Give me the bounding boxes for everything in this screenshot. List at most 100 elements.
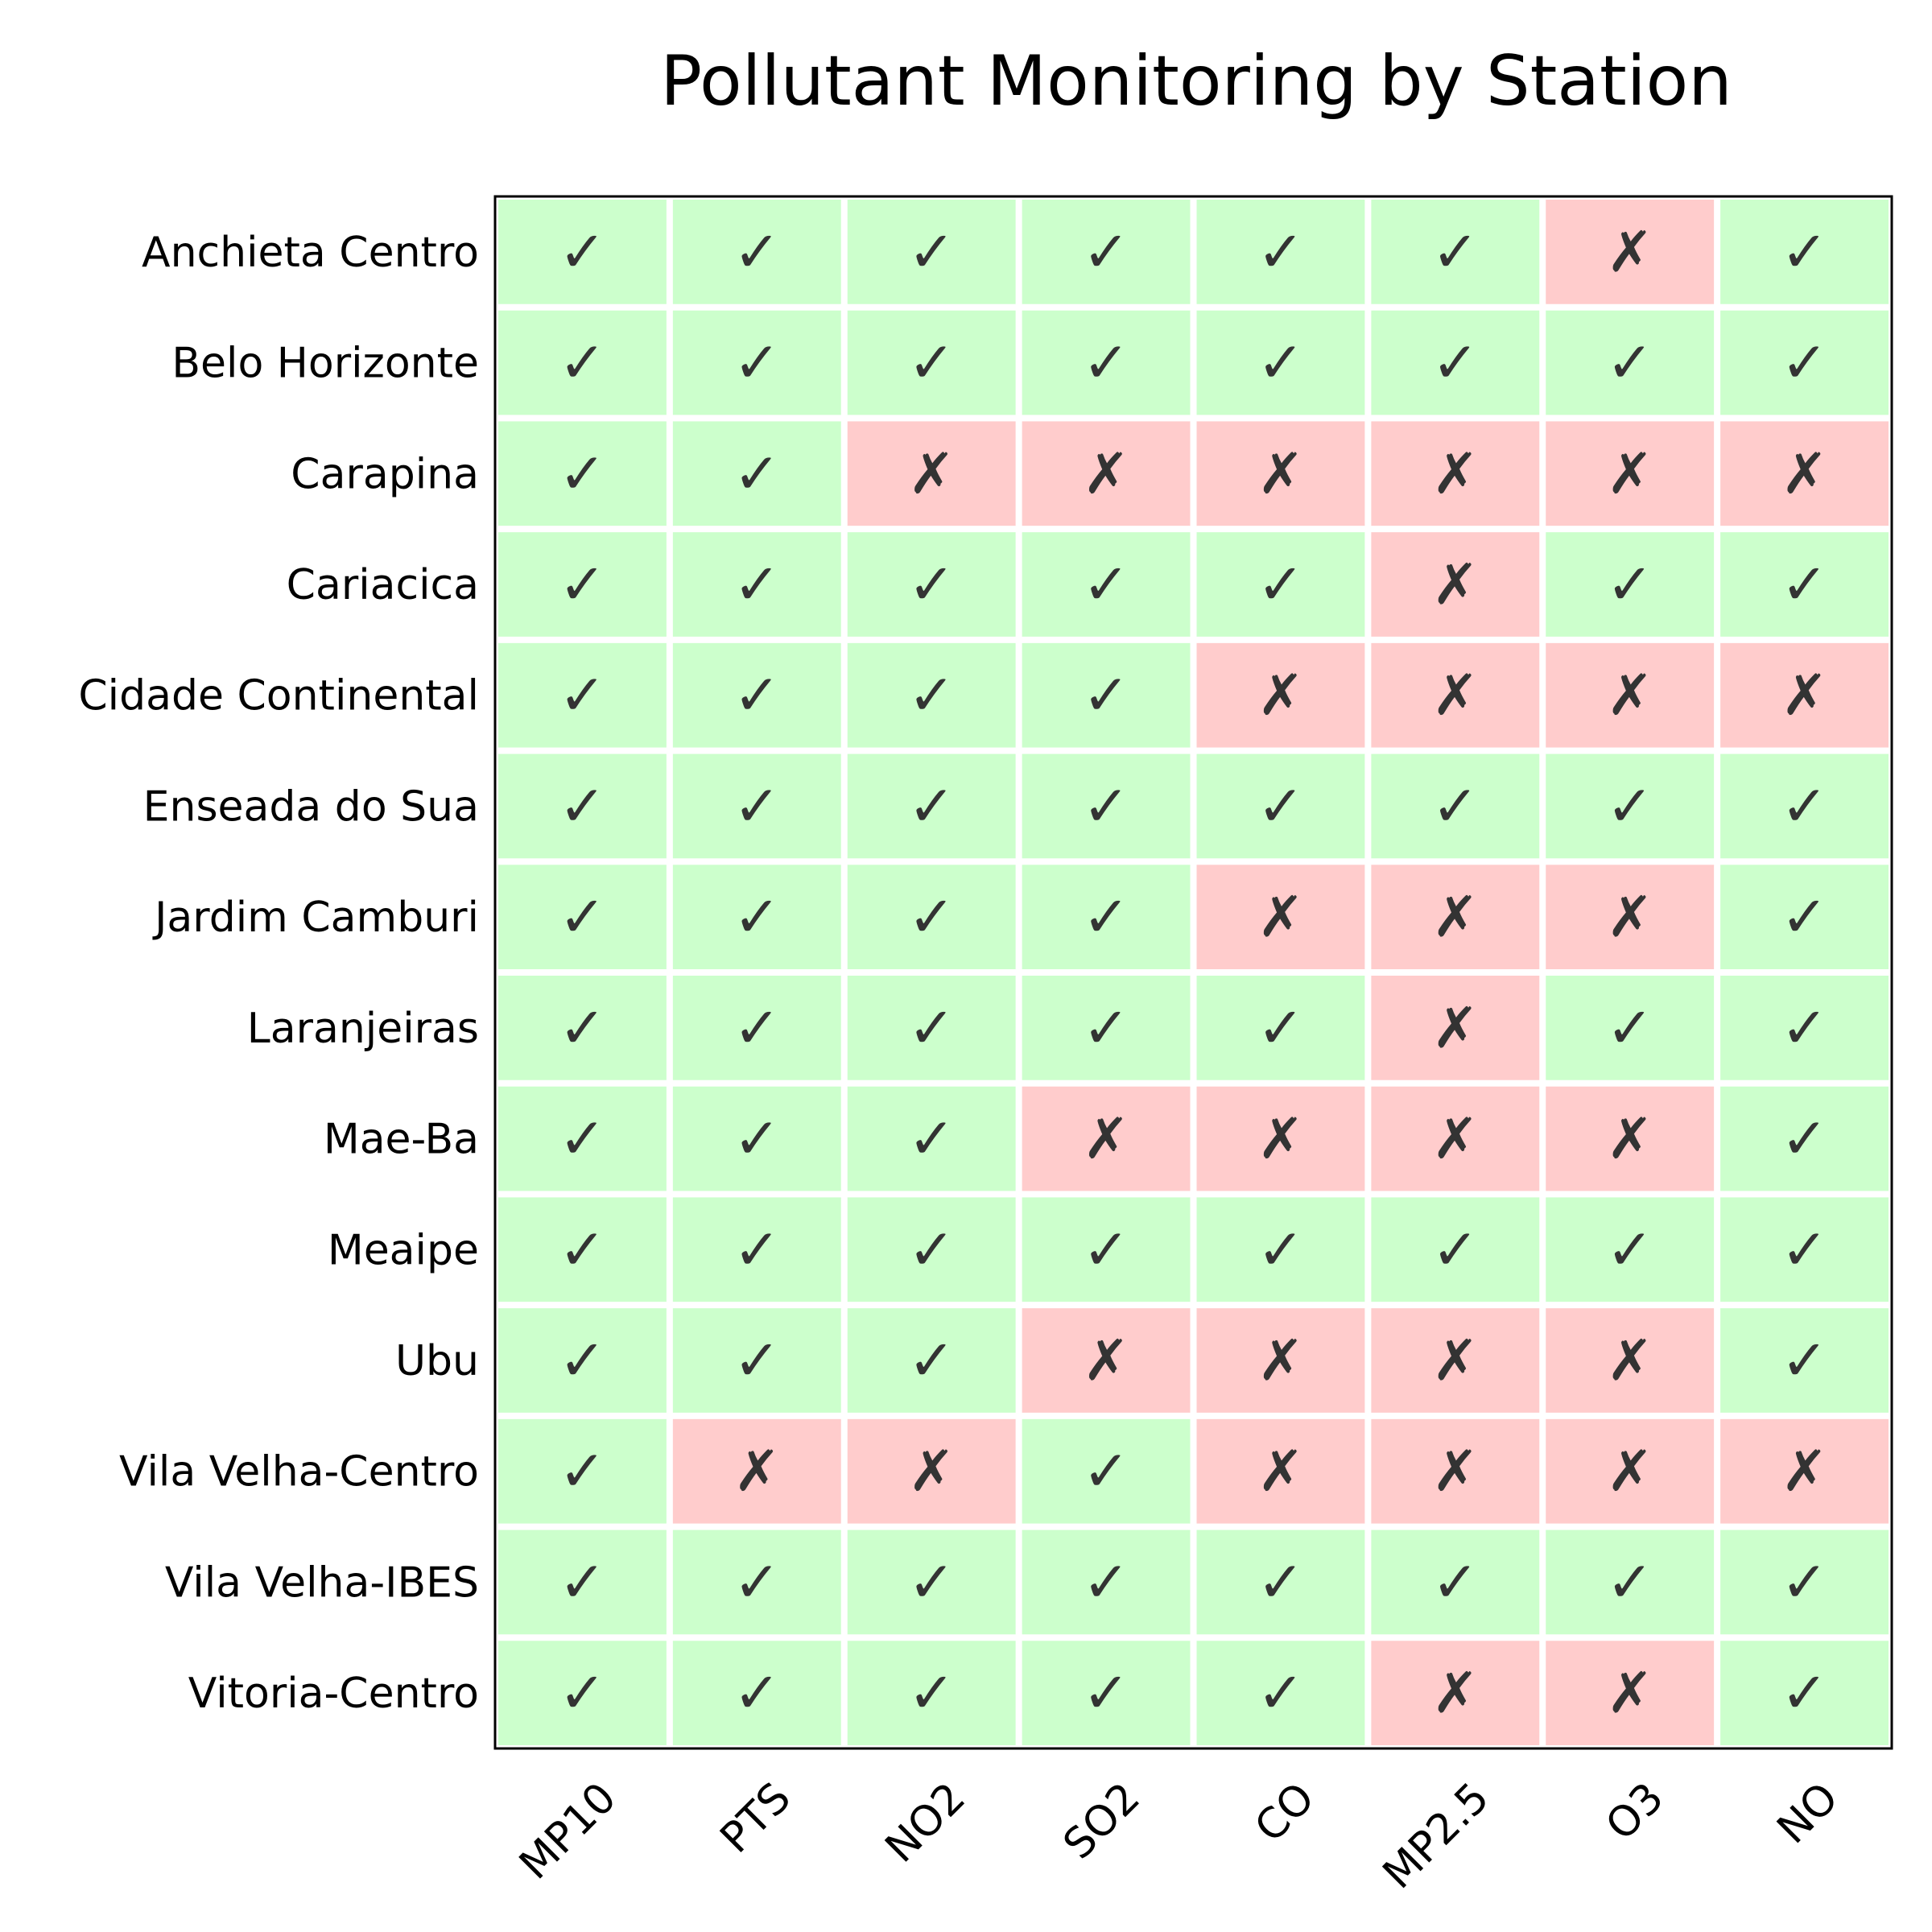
cross-mark-carapina-o3: ✗	[1606, 440, 1653, 506]
check-mark-belo-horizonte-mp2-5: ✓	[1431, 330, 1479, 396]
cross-mark-carapina-no2: ✗	[908, 440, 956, 506]
cell-ubu-no	[1720, 1308, 1889, 1413]
cell-jardim-camburi-o3	[1546, 865, 1715, 969]
cross-mark-carapina-co: ✗	[1257, 440, 1305, 506]
cell-anchieta-centro-co	[1196, 200, 1365, 304]
check-mark-meaipe-mp2-5: ✓	[1431, 1216, 1479, 1282]
cell-laranjeiras-so2	[1022, 976, 1191, 1080]
cross-mark-vila-velha-centro-no: ✗	[1781, 1439, 1828, 1505]
cell-meaipe-pts	[672, 1197, 841, 1302]
cell-cariacica-so2	[1022, 532, 1191, 637]
cell-ubu-pts	[672, 1308, 841, 1413]
cell-mae-ba-mp10	[498, 1086, 667, 1191]
cross-mark-laranjeiras-mp2-5: ✗	[1431, 995, 1479, 1061]
check-mark-vitoria-centro-mp10: ✓	[559, 1660, 606, 1726]
cell-belo-horizonte-so2	[1022, 310, 1191, 415]
cross-mark-mae-ba-co: ✗	[1257, 1106, 1305, 1172]
cell-belo-horizonte-mp10	[498, 310, 667, 415]
check-mark-cidade-continental-so2: ✓	[1083, 663, 1130, 729]
check-mark-vitoria-centro-no2: ✓	[908, 1660, 956, 1726]
cell-mae-ba-mp2-5	[1371, 1086, 1540, 1191]
cell-meaipe-mp10	[498, 1197, 667, 1302]
check-mark-vitoria-centro-no: ✓	[1781, 1660, 1828, 1726]
cell-jardim-camburi-no2	[847, 865, 1016, 969]
cell-vitoria-centro-mp10	[498, 1641, 667, 1745]
cross-mark-vila-velha-centro-no2: ✗	[908, 1439, 956, 1505]
check-mark-cariacica-o3: ✓	[1606, 551, 1653, 617]
cell-vila-velha-centro-so2	[1022, 1418, 1191, 1524]
check-mark-vitoria-centro-co: ✓	[1257, 1660, 1305, 1726]
cell-jardim-camburi-mp2-5	[1371, 865, 1540, 969]
cross-mark-vila-velha-centro-pts: ✗	[733, 1439, 781, 1505]
cell-vila-velha-centro-pts	[672, 1418, 841, 1524]
check-mark-cariacica-co: ✓	[1257, 551, 1305, 617]
check-mark-vila-velha-ibes-o3: ✓	[1606, 1549, 1653, 1615]
check-mark-laranjeiras-pts: ✓	[733, 995, 781, 1061]
cell-cariacica-no	[1720, 532, 1889, 637]
cell-ubu-mp10	[498, 1308, 667, 1413]
cell-enseada-do-sua-co	[1196, 753, 1365, 859]
cell-enseada-do-sua-no2	[847, 753, 1016, 859]
cell-ubu-no2	[847, 1308, 1016, 1413]
check-mark-meaipe-o3: ✓	[1606, 1216, 1653, 1282]
cell-carapina-mp2-5	[1371, 421, 1540, 526]
station-label-carapina: Carapina	[291, 450, 479, 498]
cross-mark-carapina-no: ✗	[1781, 440, 1828, 506]
check-mark-laranjeiras-mp10: ✓	[559, 995, 606, 1061]
cell-mae-ba-o3	[1546, 1086, 1715, 1191]
check-mark-cidade-continental-no2: ✓	[908, 663, 956, 729]
cell-carapina-pts	[672, 421, 841, 526]
station-label-laranjeiras: Laranjeiras	[247, 1005, 479, 1053]
check-mark-enseada-do-sua-mp10: ✓	[559, 773, 606, 839]
check-mark-vila-velha-ibes-so2: ✓	[1083, 1549, 1130, 1615]
station-label-cidade-continental: Cidade Continental	[78, 672, 479, 720]
cell-vitoria-centro-mp2-5	[1371, 1641, 1540, 1745]
cell-mae-ba-no2	[847, 1086, 1016, 1191]
cell-vila-velha-centro-o3	[1546, 1418, 1715, 1524]
cell-jardim-camburi-mp10	[498, 865, 667, 969]
pollutant-label-so2: SO2	[1055, 1773, 1150, 1868]
cross-mark-anchieta-centro-o3: ✗	[1606, 219, 1653, 285]
check-mark-enseada-do-sua-no: ✓	[1781, 773, 1828, 839]
cell-enseada-do-sua-so2	[1022, 753, 1191, 859]
cross-mark-vila-velha-centro-o3: ✗	[1606, 1439, 1653, 1505]
check-mark-laranjeiras-so2: ✓	[1083, 995, 1130, 1061]
check-mark-vitoria-centro-pts: ✓	[733, 1660, 781, 1726]
check-mark-laranjeiras-o3: ✓	[1606, 995, 1653, 1061]
heatmap-cells	[498, 200, 1889, 1745]
cell-enseada-do-sua-o3	[1546, 753, 1715, 859]
check-mark-enseada-do-sua-o3: ✓	[1606, 773, 1653, 839]
check-mark-anchieta-centro-mp10: ✓	[559, 219, 606, 285]
cell-vitoria-centro-pts	[672, 1641, 841, 1745]
station-label-ubu: Ubu	[395, 1337, 479, 1385]
check-mark-belo-horizonte-co: ✓	[1257, 330, 1305, 396]
check-mark-belo-horizonte-o3: ✓	[1606, 330, 1653, 396]
check-mark-cariacica-so2: ✓	[1083, 551, 1130, 617]
cross-mark-carapina-mp2-5: ✗	[1431, 440, 1479, 506]
cell-laranjeiras-o3	[1546, 976, 1715, 1080]
cell-cariacica-co	[1196, 532, 1365, 637]
check-mark-vila-velha-ibes-no: ✓	[1781, 1549, 1828, 1615]
cell-cariacica-o3	[1546, 532, 1715, 637]
check-mark-laranjeiras-co: ✓	[1257, 995, 1305, 1061]
check-mark-carapina-mp10: ✓	[559, 440, 606, 506]
station-label-meaipe: Meaipe	[328, 1226, 479, 1274]
check-mark-ubu-pts: ✓	[733, 1327, 781, 1393]
station-label-anchieta-centro: Anchieta Centro	[142, 229, 479, 277]
check-mark-belo-horizonte-pts: ✓	[733, 330, 781, 396]
station-label-mae-ba: Mae-Ba	[324, 1116, 479, 1164]
cell-belo-horizonte-o3	[1546, 310, 1715, 415]
cell-jardim-camburi-no	[1720, 865, 1889, 969]
cross-mark-vitoria-centro-mp2-5: ✗	[1431, 1660, 1479, 1726]
cell-jardim-camburi-pts	[672, 865, 841, 969]
check-mark-meaipe-mp10: ✓	[559, 1216, 606, 1282]
cell-vila-velha-centro-co	[1196, 1418, 1365, 1524]
cell-laranjeiras-no	[1720, 976, 1889, 1080]
check-mark-anchieta-centro-co: ✓	[1257, 219, 1305, 285]
station-label-belo-horizonte: Belo Horizonte	[171, 340, 479, 388]
check-mark-laranjeiras-no: ✓	[1781, 995, 1828, 1061]
check-mark-enseada-do-sua-co: ✓	[1257, 773, 1305, 839]
check-mark-ubu-mp10: ✓	[559, 1327, 606, 1393]
cross-mark-mae-ba-so2: ✗	[1083, 1106, 1130, 1172]
cell-laranjeiras-pts	[672, 976, 841, 1080]
